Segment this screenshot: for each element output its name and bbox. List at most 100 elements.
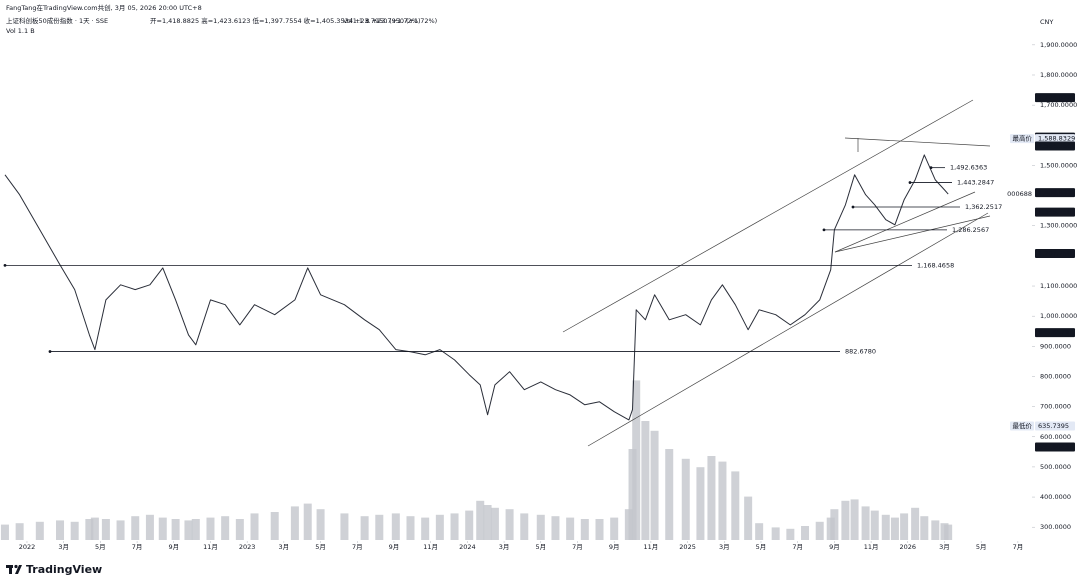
- volume-bar: [900, 513, 909, 540]
- volume-bar: [235, 519, 244, 540]
- x-tick-label: 2022: [19, 543, 36, 551]
- y-tick-label: 300.0000: [1040, 523, 1071, 531]
- x-tick-label: 7月: [352, 543, 363, 551]
- volume-layer: [0, 380, 953, 540]
- y-tick-label: 1,100.0000: [1040, 282, 1077, 290]
- y-tick-label: 900.0000: [1040, 342, 1071, 350]
- volume-bar: [70, 521, 79, 540]
- x-tick-label: 3月: [279, 543, 290, 551]
- volume-bar: [290, 506, 299, 540]
- volume-bar: [944, 524, 953, 540]
- volume-bar: [450, 513, 459, 540]
- x-tick-label: 9月: [168, 543, 179, 551]
- x-tick-label: 2024: [459, 543, 476, 551]
- ohlc: 开=1,418.8825 高=1,423.6123 低=1,397.7554 收…: [150, 16, 420, 25]
- price-label-box: [1035, 188, 1075, 198]
- trend-line: [834, 215, 991, 253]
- level-label: 1,286.2567: [952, 226, 989, 234]
- x-tick-label: 7月: [572, 543, 583, 551]
- price-label: 1,409.9328: [1038, 189, 1075, 197]
- volume-bar: [56, 520, 65, 540]
- level-anchor: [822, 228, 826, 232]
- price-label-box: [1035, 93, 1075, 103]
- volume-bar: [841, 500, 850, 540]
- price-tag-box: [1010, 421, 1034, 431]
- x-tick-label: 3月: [58, 543, 69, 551]
- x-tick-label: 5月: [535, 543, 546, 551]
- volume-bar: [476, 500, 485, 540]
- x-tick-label: 5月: [756, 543, 767, 551]
- price-label-box: [1035, 442, 1075, 452]
- volume-bar: [801, 526, 810, 540]
- volume-bar: [131, 516, 140, 540]
- x-tick-label: 5月: [95, 543, 106, 551]
- volume-bar: [316, 509, 325, 540]
- volume-bar: [580, 519, 589, 540]
- price-label-box: [1035, 134, 1075, 144]
- volume-bar: [920, 516, 929, 540]
- volume-bar: [303, 503, 312, 540]
- level-anchor: [851, 205, 855, 209]
- price-tag-box: [1010, 134, 1034, 144]
- x-tick-label: 7月: [1013, 543, 1024, 551]
- x-tick-label: 11月: [203, 543, 218, 551]
- volume-bar: [391, 513, 400, 540]
- volume-bar: [881, 514, 890, 540]
- price-label-box: [1035, 249, 1075, 259]
- level-anchor: [908, 181, 912, 184]
- volume-bar: [206, 517, 215, 540]
- trend-line: [562, 99, 974, 333]
- price-label: 635.7395: [1038, 422, 1069, 430]
- volume-bar: [483, 505, 492, 540]
- volume-bar: [641, 421, 650, 540]
- volume-bar: [35, 521, 44, 540]
- volume-bar: [610, 517, 619, 540]
- volume-bar: [931, 520, 940, 540]
- volume-bar: [632, 380, 641, 540]
- volume-bar: [681, 458, 690, 540]
- y-tick-label: 1,800.0000: [1040, 71, 1077, 79]
- volume-bar: [696, 467, 705, 540]
- x-tick-label: 9月: [389, 543, 400, 551]
- volume-bar: [815, 521, 824, 540]
- volume-bar: [490, 507, 499, 540]
- price-label: 1,345.1587: [1038, 208, 1075, 216]
- volume-bar: [406, 516, 415, 540]
- x-tick-label: 3月: [499, 543, 510, 551]
- x-tick-label: 2025: [679, 543, 696, 551]
- volume-bar: [158, 517, 167, 540]
- price-tag: 最低价: [1013, 421, 1033, 430]
- volume-bar: [85, 519, 94, 540]
- volume-bar: [830, 509, 839, 540]
- price-label: 1,207.7586: [1038, 250, 1075, 258]
- y-tick-label: 800.0000: [1040, 372, 1071, 380]
- volume-bar: [340, 513, 349, 540]
- x-tick-label: 11月: [643, 543, 658, 551]
- price-label: 1,724.8223: [1038, 94, 1075, 102]
- y-tick-label: 1,000.0000: [1040, 312, 1077, 320]
- y-tick-label: 400.0000: [1040, 493, 1071, 501]
- volume-bar: [707, 456, 716, 540]
- volume-bar: [911, 507, 920, 540]
- price-label: 565.9943: [1038, 443, 1069, 451]
- volume-bar: [90, 517, 99, 540]
- level-label: 1,168.4658: [917, 261, 954, 269]
- x-tick-label: 2026: [900, 543, 917, 551]
- volume-bar: [520, 513, 529, 540]
- volume-bar: [861, 506, 870, 540]
- volume-legend: Vol 1.1 B: [6, 27, 35, 35]
- price-line: [4, 154, 949, 421]
- volume-bar: [15, 523, 24, 540]
- price-label: 1,564.3601: [1038, 142, 1075, 150]
- level-anchor: [48, 350, 52, 353]
- volume-bar: [755, 523, 764, 540]
- volume-bar: [250, 513, 259, 540]
- logo: TradingView: [26, 563, 102, 576]
- volume-bar: [650, 430, 659, 540]
- y-tick-label: 700.0000: [1040, 403, 1071, 411]
- volume-bar: [718, 461, 727, 540]
- volume-bar: [744, 496, 753, 540]
- x-tick-label: 9月: [609, 543, 620, 551]
